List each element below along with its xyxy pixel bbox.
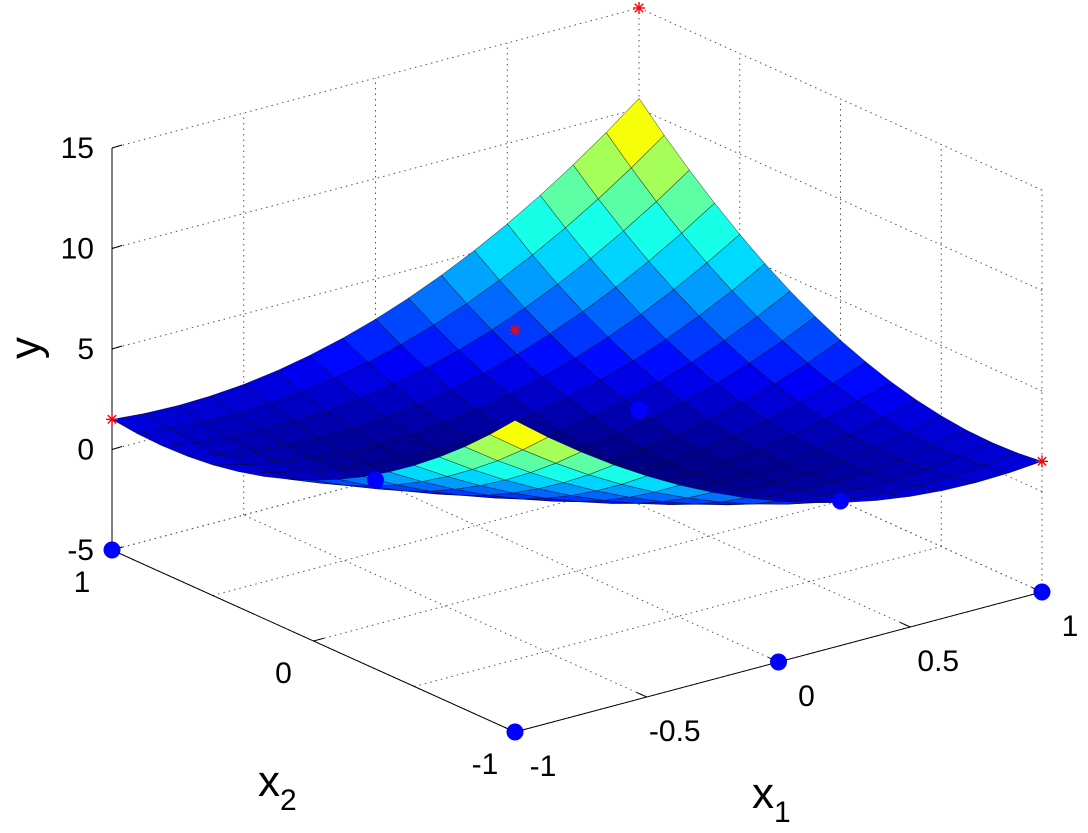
y-axis-label: x2: [258, 757, 297, 817]
x1-tick-label: 1: [1062, 610, 1079, 643]
surface-cell: [489, 420, 549, 451]
corner-star: [1036, 455, 1048, 468]
grid-line: [507, 444, 911, 628]
z-tick-mark: [111, 144, 123, 149]
x1-tick-label: -0.5: [649, 715, 701, 748]
z-tick-label: 15: [61, 132, 94, 165]
grid-line: [638, 208, 1043, 392]
star-stroke: [1037, 456, 1047, 467]
grid-line: [638, 108, 1043, 291]
sample-point: [832, 492, 849, 510]
star-stroke: [107, 414, 117, 425]
x2-tick-label: 1: [74, 566, 91, 599]
sample-markers: [103, 2, 1051, 741]
x1-tick-mark: [636, 691, 647, 698]
corner-star: [106, 413, 118, 426]
z-axis-label: y: [1, 337, 50, 359]
grid-line: [243, 514, 647, 698]
grid-line: [375, 479, 779, 663]
tick-labels: -5 0 5 10 15 -1 -0.5 0 0.5 1 -1 0 1: [61, 132, 1079, 783]
z-tick-label: 0: [77, 434, 94, 467]
z-tick-label: -5: [67, 534, 94, 567]
sample-point: [506, 723, 524, 741]
z-tick-mark: [111, 446, 123, 450]
z-tick-mark: [111, 245, 123, 249]
surface-mesh: [111, 97, 1043, 506]
x1-tick-label: 0.5: [917, 645, 959, 678]
corner-star: [509, 324, 521, 336]
sample-point: [630, 401, 648, 419]
x1-tick-label: -1: [530, 750, 557, 783]
x2-tick-mark: [313, 637, 325, 642]
sample-point: [103, 541, 121, 559]
sample-point: [770, 653, 787, 671]
x-axis-label: x1: [752, 769, 791, 829]
sample-point: [1033, 583, 1051, 601]
x1-tick-label: 0: [798, 680, 815, 713]
x1-tick-mark: [899, 621, 911, 628]
star-stroke: [634, 3, 644, 13]
x2-tick-label: -1: [472, 748, 499, 781]
sample-point: [367, 471, 384, 489]
z-tick-mark: [111, 345, 123, 350]
z-tick-label: 10: [61, 233, 94, 266]
corner-star: [633, 2, 645, 14]
star-stroke: [510, 325, 520, 335]
x2-tick-label: 0: [275, 657, 292, 690]
z-tick-label: 5: [77, 333, 94, 366]
